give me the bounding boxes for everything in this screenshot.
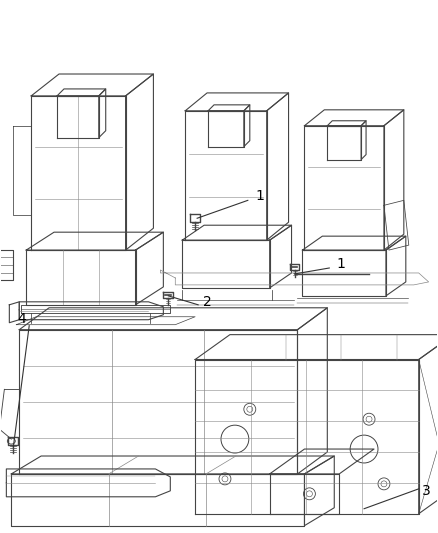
- Text: 3: 3: [422, 484, 431, 498]
- Text: 1: 1: [255, 189, 264, 204]
- Text: 2: 2: [203, 295, 212, 309]
- Text: 4: 4: [17, 312, 26, 326]
- Text: 1: 1: [337, 257, 346, 271]
